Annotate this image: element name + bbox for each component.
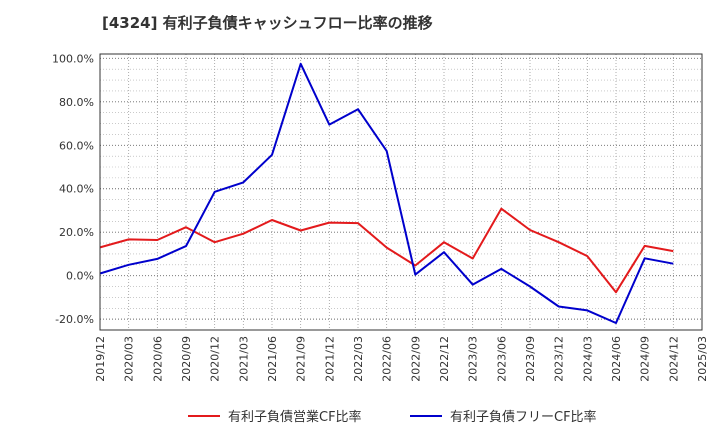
x-tick-label: 2021/03 <box>237 336 250 382</box>
x-tick-label: 2024/03 <box>581 336 594 382</box>
x-tick-label: 2021/09 <box>295 336 308 382</box>
x-axis-ticks: 2019/12 2020/03 2020/06 2020/09 2020/12 2021/… <box>94 336 709 382</box>
x-tick-label: 2024/06 <box>610 336 623 382</box>
y-tick-label: 40.0% <box>59 183 94 196</box>
series-line-free-cf <box>99 62 674 324</box>
x-tick-label: 2022/06 <box>381 336 394 382</box>
x-tick-label: 2022/09 <box>409 336 422 382</box>
x-tick-label: 2019/12 <box>94 336 107 382</box>
y-tick-label: 0.0% <box>66 270 94 283</box>
chart-title: [4324] 有利子負債キャッシュフロー比率の推移 <box>102 14 433 32</box>
x-tick-label: 2023/12 <box>553 336 566 382</box>
series-line-operating-cf <box>99 207 674 294</box>
y-tick-label: 80.0% <box>59 96 94 109</box>
y-tick-label: 100.0% <box>52 52 94 65</box>
x-tick-label: 2020/09 <box>180 336 193 382</box>
x-tick-label: 2024/09 <box>639 336 652 382</box>
series-lines <box>99 62 674 324</box>
legend-label: 有利子負債営業CF比率 <box>228 410 362 425</box>
legend-swatch-red <box>188 414 220 417</box>
y-axis-ticks: -20.0% 0.0% 20.0% 40.0% 60.0% 80.0% 100.0% <box>52 52 94 326</box>
legend-label: 有利子負債フリーCF比率 <box>450 410 597 425</box>
y-tick-label: 60.0% <box>59 139 94 152</box>
grid <box>99 54 703 331</box>
plot-frame <box>99 53 703 331</box>
legend: 有利子負債営業CF比率 有利子負債フリーCF比率 <box>0 398 720 428</box>
x-tick-label: 2021/06 <box>266 336 279 382</box>
x-tick-label: 2023/03 <box>467 336 480 382</box>
x-tick-label: 2020/12 <box>209 336 222 382</box>
x-tick-label: 2022/03 <box>352 336 365 382</box>
legend-item-free-cf: 有利子負債フリーCF比率 <box>410 406 597 425</box>
legend-swatch-blue <box>410 414 442 417</box>
x-tick-label: 2022/12 <box>438 336 451 382</box>
x-tick-label: 2020/03 <box>123 336 136 382</box>
x-tick-label: 2020/06 <box>151 336 164 382</box>
x-tick-label: 2023/06 <box>495 336 508 382</box>
x-tick-label: 2024/12 <box>667 336 680 382</box>
x-tick-label: 2023/09 <box>524 336 537 382</box>
x-tick-label: 2025/03 <box>696 336 709 382</box>
y-tick-label: -20.0% <box>55 313 94 326</box>
legend-item-operating-cf: 有利子負債営業CF比率 <box>188 406 362 425</box>
y-tick-label: 20.0% <box>59 226 94 239</box>
x-tick-label: 2021/12 <box>323 336 336 382</box>
